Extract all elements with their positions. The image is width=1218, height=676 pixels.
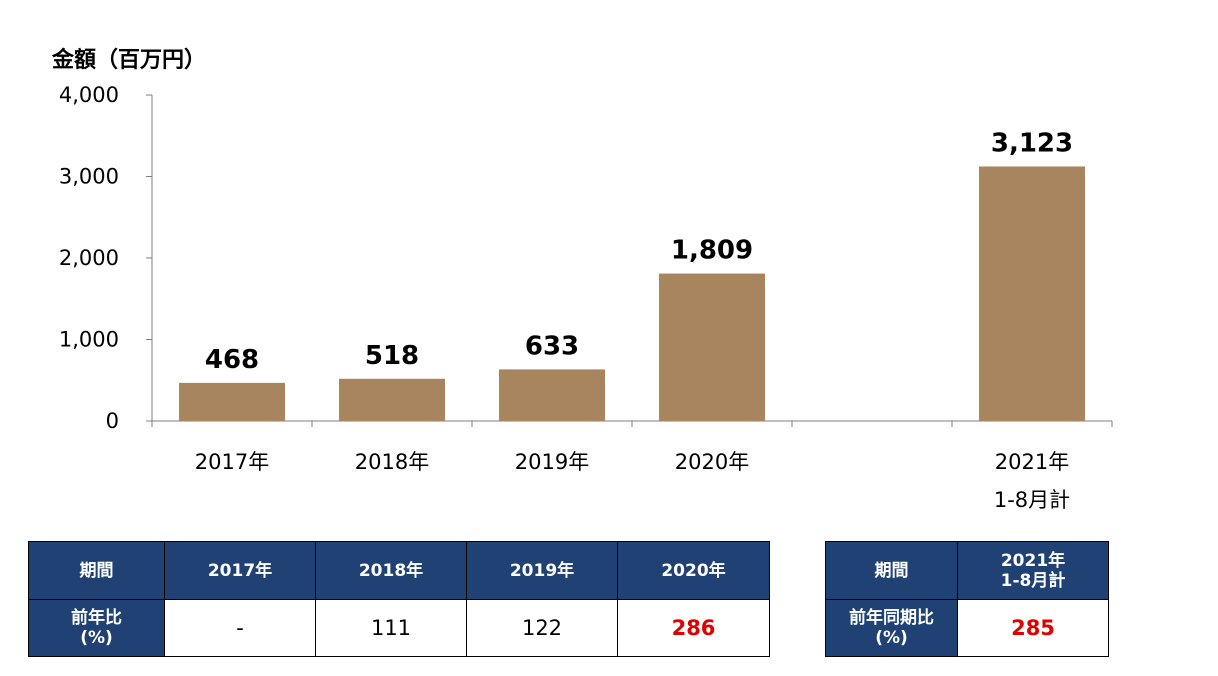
bar [659, 273, 765, 421]
header-2018: 2018年 [315, 541, 467, 600]
ytd-table-value-row: 前年同期比 (%) 285 [825, 599, 1109, 657]
header-2021-ytd: 2021年 1-8月計 [957, 541, 1109, 600]
yoy-value-2018: 111 [315, 599, 467, 657]
yoy-table-value-row: 前年比 (%) - 111 122 286 [28, 599, 770, 657]
x-tick-label: 2019年 [515, 450, 589, 474]
data-label: 468 [205, 345, 259, 375]
chart-title: 金額（百万円） [51, 47, 206, 73]
data-label: 633 [525, 331, 579, 361]
yoy-value-2019: 122 [466, 599, 618, 657]
bar-chart: 金額（百万円） 0 1,000 2,000 3,000 4,000 468 2017年 518 2… [51, 47, 1113, 512]
header-2017: 2017年 [164, 541, 316, 600]
bar [499, 369, 605, 421]
ytd-period-header: 期間 [825, 541, 958, 600]
header-2020: 2020年 [617, 541, 770, 600]
y-tick-label: 0 [106, 409, 119, 433]
header-2019: 2019年 [466, 541, 618, 600]
yoy-value-2020: 286 [617, 599, 770, 657]
ytd-value-2021: 285 [957, 599, 1109, 657]
y-tick-label: 3,000 [59, 165, 119, 189]
yoy-table-header-row: 期間 2017年 2018年 2019年 2020年 [28, 541, 770, 600]
data-label: 1,809 [671, 236, 753, 266]
period-header: 期間 [28, 541, 165, 600]
x-tick-label: 2021年 1-8月計 [994, 450, 1070, 512]
yoy-value-2017: - [164, 599, 316, 657]
y-tick-label: 1,000 [59, 328, 119, 352]
x-tick-label: 2020年 [675, 450, 749, 474]
ytd-yoy-table: 期間 2021年 1-8月計 前年同期比 (%) 285 [825, 541, 1109, 657]
x-tick-label: 2017年 [195, 450, 269, 474]
data-label: 3,123 [991, 128, 1073, 158]
yoy-table: 期間 2017年 2018年 2019年 2020年 前年比 (%) - 111 … [28, 541, 770, 657]
x-tick-label: 2018年 [355, 450, 429, 474]
data-label: 518 [365, 341, 419, 371]
bar [179, 382, 285, 421]
ytd-table-header-row: 期間 2021年 1-8月計 [825, 541, 1109, 600]
ytd-row-label: 前年同期比 (%) [825, 599, 958, 657]
bar [979, 166, 1085, 421]
bar [339, 378, 445, 421]
y-tick-label: 2,000 [59, 246, 119, 270]
y-tick-label: 4,000 [59, 83, 119, 107]
yoy-row-label: 前年比 (%) [28, 599, 165, 657]
